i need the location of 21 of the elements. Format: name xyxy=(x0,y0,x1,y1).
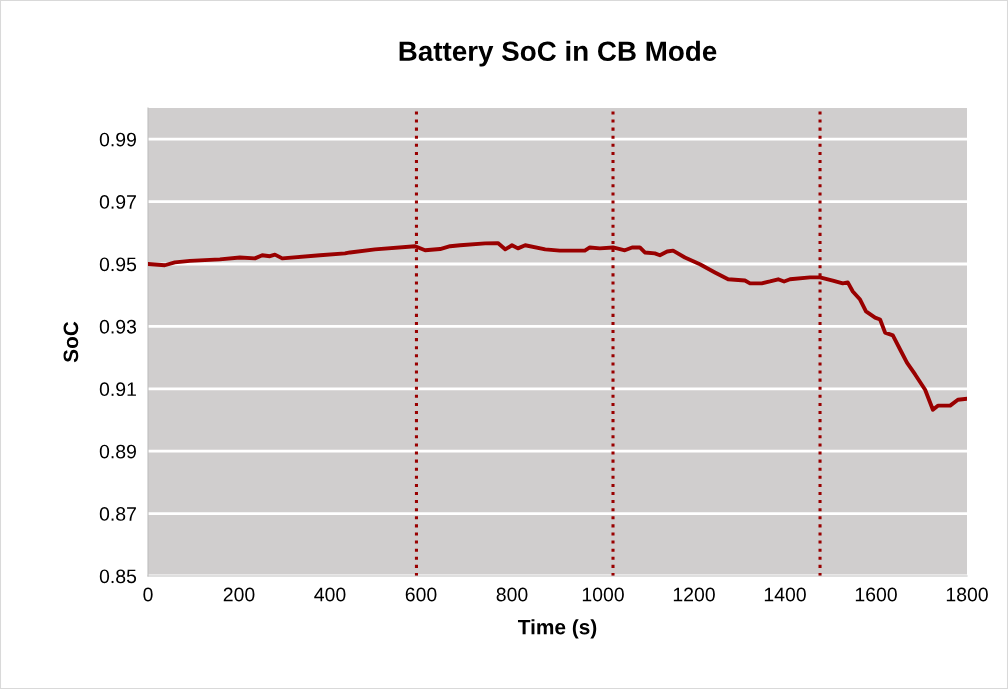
x-tick-label: 1200 xyxy=(673,587,715,602)
x-tick-label: 1600 xyxy=(855,587,897,602)
x-tick-label: 0 xyxy=(143,587,153,602)
x-tick-label: 400 xyxy=(314,587,346,602)
y-tick-label: 0.97 xyxy=(99,195,136,209)
x-tick-label: 1400 xyxy=(764,587,806,602)
x-tick-label: 200 xyxy=(223,587,255,602)
y-tick-label: 0.89 xyxy=(99,444,136,459)
x-tick-label: 1800 xyxy=(946,587,988,602)
x-axis-title: Time (s) xyxy=(517,619,597,639)
y-tick-label: 0.91 xyxy=(99,382,136,397)
chart-title: Battery SoC in CB Mode xyxy=(399,40,717,67)
y-tick-label: 0.99 xyxy=(99,132,136,147)
x-tick-label: 800 xyxy=(496,587,528,602)
x-tick-label: 1000 xyxy=(582,587,624,602)
y-axis-title: SoC xyxy=(63,321,79,363)
y-tick-label: 0.85 xyxy=(99,569,137,584)
y-tick-label: 0.93 xyxy=(99,319,137,334)
x-tick-label: 600 xyxy=(405,587,437,602)
y-tick-label: 0.95 xyxy=(99,257,137,272)
y-tick-label: 0.87 xyxy=(99,507,136,521)
